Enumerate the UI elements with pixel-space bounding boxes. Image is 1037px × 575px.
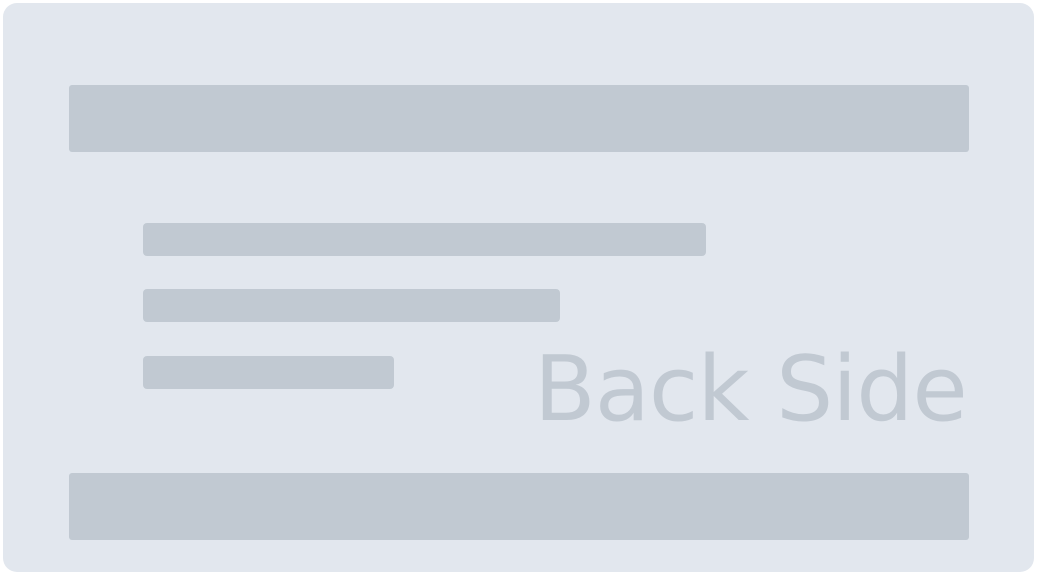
text-line-placeholder-2 (143, 289, 560, 322)
top-band-placeholder (69, 85, 969, 152)
bottom-band-placeholder (69, 473, 969, 540)
card-back-side: Back Side (3, 3, 1034, 572)
text-line-placeholder-3 (143, 356, 394, 389)
text-line-placeholder-1 (143, 223, 706, 256)
back-side-watermark: Back Side (534, 337, 968, 442)
